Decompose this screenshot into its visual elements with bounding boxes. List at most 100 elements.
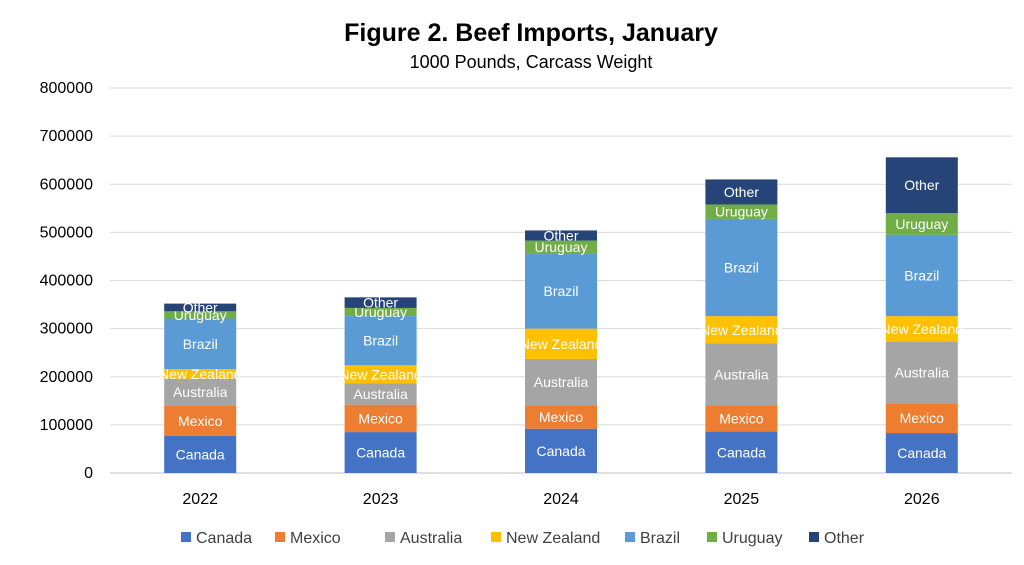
bar-segment-brazil — [164, 318, 237, 370]
legend-label: Other — [824, 530, 865, 547]
bar-segment-australia — [885, 341, 958, 404]
x-axis-ticks: 2022 2023 2024 2025 2026 — [182, 491, 939, 508]
y-tick-label: 0 — [84, 465, 93, 482]
data-label: New Zealand — [159, 366, 242, 382]
bar-segment-other — [164, 303, 237, 312]
bar-segment-new-zealand — [164, 369, 237, 379]
legend-swatch — [275, 532, 285, 542]
bar-segment-mexico — [885, 403, 958, 434]
bar-segment-mexico — [525, 405, 597, 429]
data-label: Australia — [895, 364, 950, 380]
y-tick-label: 800000 — [40, 80, 93, 97]
bar-segment-other — [705, 179, 778, 205]
x-tick-label: 2023 — [363, 491, 399, 508]
bar-segment-brazil — [525, 253, 597, 329]
data-label: Other — [724, 184, 759, 200]
data-label: Australia — [534, 374, 589, 390]
bar-segment-new-zealand — [525, 328, 597, 359]
bar-segment-other — [344, 297, 417, 308]
legend-label: New Zealand — [506, 530, 600, 547]
bar-segment-uruguay — [164, 311, 237, 319]
data-label: Mexico — [900, 410, 945, 426]
bar-segment-new-zealand — [885, 316, 958, 342]
data-label: Australia — [353, 386, 408, 402]
data-label: Other — [904, 177, 939, 193]
bar-segment-brazil — [885, 234, 958, 317]
data-label: New Zealand — [339, 366, 422, 382]
data-label: Uruguay — [715, 204, 768, 220]
data-label: Australia — [173, 384, 228, 400]
y-tick-label: 300000 — [40, 321, 93, 338]
data-label: Brazil — [363, 333, 398, 349]
chart-title: Figure 2. Beef Imports, January — [344, 19, 718, 47]
bar-segment-canada — [885, 433, 958, 473]
y-tick-label: 400000 — [40, 273, 93, 290]
data-label: New Zealand — [520, 336, 603, 352]
legend-swatch — [625, 532, 635, 542]
data-label: Mexico — [539, 409, 584, 425]
bar-segment-new-zealand — [705, 316, 778, 344]
data-label: Brazil — [904, 267, 939, 283]
data-label: Australia — [714, 366, 769, 382]
legend-label: Brazil — [640, 530, 680, 547]
bar-segment-uruguay — [885, 213, 958, 235]
bar-segment-canada — [705, 431, 778, 473]
data-label: Canada — [536, 443, 585, 459]
bars: Canada Mexico Australia New Zealand Brazil Ur… — [159, 157, 963, 473]
data-label: Other — [363, 295, 398, 311]
bar-segment-other — [525, 230, 597, 241]
bar-segment-australia — [164, 378, 237, 406]
data-label: Brazil — [724, 260, 759, 276]
bar-segment-australia — [705, 343, 778, 406]
legend-swatch — [491, 532, 501, 542]
legend-swatch — [707, 532, 717, 542]
bar-segment-brazil — [344, 316, 417, 366]
data-label: New Zealand — [881, 321, 964, 337]
x-tick-label: 2026 — [904, 491, 940, 508]
bar-segment-canada — [164, 435, 237, 473]
legend-swatch — [385, 532, 395, 542]
bar-segment-brazil — [705, 218, 778, 317]
x-tick-label: 2022 — [182, 491, 218, 508]
legend-label: Australia — [400, 530, 462, 547]
legend-label: Uruguay — [722, 530, 782, 547]
data-label: Canada — [897, 445, 946, 461]
bar-segment-uruguay — [344, 307, 417, 317]
data-label: Brazil — [183, 336, 218, 352]
bar-segment-new-zealand — [344, 365, 417, 384]
chart-subtitle: 1000 Pounds, Carcass Weight — [410, 52, 653, 72]
legend-label: Mexico — [290, 530, 341, 547]
bar-segment-canada — [344, 432, 417, 473]
data-label: Uruguay — [895, 216, 948, 232]
y-tick-label: 600000 — [40, 176, 93, 193]
data-label: Canada — [356, 445, 405, 461]
bar-segment-uruguay — [525, 240, 597, 254]
data-label: Other — [183, 299, 218, 315]
y-tick-label: 200000 — [40, 369, 93, 386]
y-tick-label: 500000 — [40, 224, 93, 241]
x-tick-label: 2024 — [543, 491, 579, 508]
bar-segment-canada — [525, 428, 597, 473]
data-label: Canada — [717, 444, 766, 460]
bar-segment-other — [885, 157, 958, 214]
data-label: Uruguay — [354, 304, 407, 320]
x-tick-label: 2025 — [724, 491, 760, 508]
data-label: Mexico — [178, 413, 223, 429]
legend-label: Canada — [196, 530, 252, 547]
bar-segment-uruguay — [705, 204, 778, 219]
data-label: Mexico — [358, 410, 403, 426]
legend-swatch — [809, 532, 819, 542]
data-label: New Zealand — [700, 322, 783, 338]
legend: Canada Mexico Australia New Zealand Brazil Ur… — [181, 530, 865, 547]
bar-segment-mexico — [344, 404, 417, 433]
data-label: Canada — [176, 446, 225, 462]
y-tick-label: 100000 — [40, 417, 93, 434]
bar-segment-australia — [344, 383, 417, 405]
data-label: Mexico — [719, 410, 764, 426]
data-label: Uruguay — [535, 239, 588, 255]
data-label: Brazil — [543, 283, 578, 299]
y-tick-label: 700000 — [40, 128, 93, 145]
bar-segment-mexico — [705, 405, 778, 432]
bar-segment-mexico — [164, 405, 237, 436]
